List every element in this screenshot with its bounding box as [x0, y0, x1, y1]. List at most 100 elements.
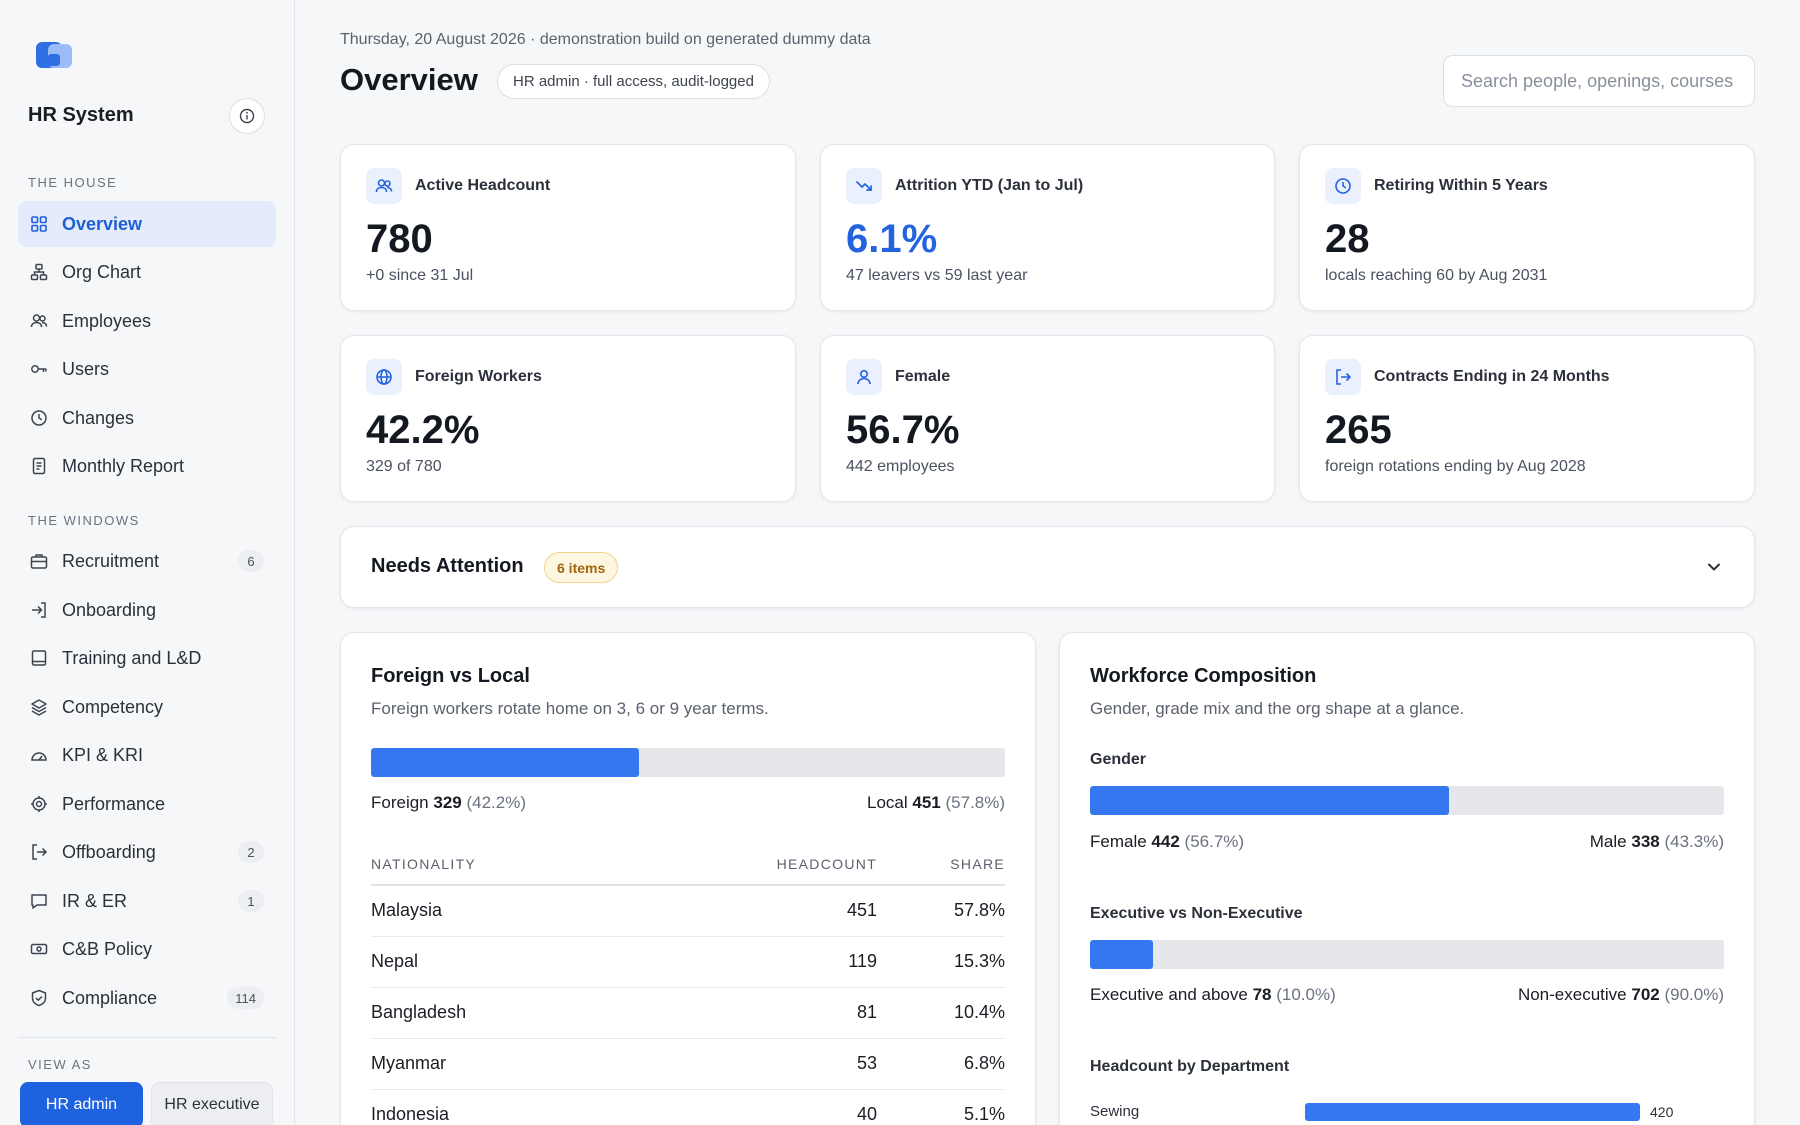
nav-item-org-chart[interactable]: Org Chart — [18, 249, 276, 295]
nav-item-offboarding[interactable]: Offboarding 2 — [18, 829, 276, 875]
column-header[interactable]: HEADCOUNT — [671, 843, 877, 886]
table-row[interactable]: Myanmar 53 6.8% — [371, 1038, 1005, 1090]
foreign-local-bar — [371, 748, 1005, 777]
kpi-subtext: foreign rotations ending by Aug 2028 — [1325, 458, 1586, 475]
sidebar: HR System THE HOUSE Overview Org Chart E… — [0, 0, 295, 1125]
table-row[interactable]: Indonesia 40 5.1% — [371, 1089, 1005, 1125]
book-icon — [30, 649, 48, 667]
count-badge: 2 — [238, 841, 264, 863]
column-header[interactable]: SHARE — [877, 843, 1005, 886]
nav-label: Overview — [62, 213, 143, 234]
needs-attention-panel[interactable]: Needs Attention 6 items — [340, 526, 1755, 608]
nav-label: Onboarding — [62, 599, 157, 620]
panel-title: Workforce Composition — [1090, 665, 1317, 687]
table-row[interactable]: Bangladesh 81 10.4% — [371, 987, 1005, 1039]
info-icon — [239, 108, 255, 124]
nav-label: Users — [62, 358, 110, 379]
nav-item-ir-er[interactable]: IR & ER 1 — [18, 878, 276, 924]
kpi-subtext: 442 employees — [846, 458, 955, 475]
table-row[interactable]: Malaysia 451 57.8% — [371, 885, 1005, 937]
info-button[interactable] — [229, 98, 265, 134]
nav-item-competency[interactable]: Competency — [18, 684, 276, 730]
role-pill: HR admin · full access, audit-logged — [497, 64, 770, 99]
sign-out-icon — [1325, 359, 1361, 395]
table-header-row: NATIONALITY HEADCOUNT SHARE — [371, 843, 1005, 886]
nav-item-users[interactable]: Users — [18, 346, 276, 392]
clock-icon — [1325, 168, 1361, 204]
nav-label: Training and L&D — [62, 647, 202, 668]
workforce-composition-panel: Workforce Composition Gender, grade mix … — [1059, 632, 1755, 1125]
kpi-subtext: 329 of 780 — [366, 458, 442, 475]
attention-count-badge: 6 items — [544, 552, 619, 583]
view-as-hr-executive-button[interactable]: HR executive — [151, 1082, 273, 1125]
nav-item-training[interactable]: Training and L&D — [18, 635, 276, 681]
briefcase-icon — [30, 552, 48, 570]
chevron-down-icon[interactable] — [1704, 557, 1724, 577]
kpi-card-retiring[interactable]: Retiring Within 5 Years 28 locals reachi… — [1299, 144, 1755, 311]
kpi-label: Active Headcount — [415, 177, 551, 194]
view-as-hr-admin-button[interactable]: HR admin — [20, 1082, 143, 1125]
nav-item-cb-policy[interactable]: C&B Policy — [18, 926, 276, 972]
app-logo — [36, 40, 76, 76]
kpi-subtext: +0 since 31 Jul — [366, 267, 474, 284]
person-icon — [846, 359, 882, 395]
column-header[interactable]: NATIONALITY — [371, 843, 671, 886]
nav-item-employees[interactable]: Employees — [18, 298, 276, 344]
panel-subtitle: Gender, grade mix and the org shape at a… — [1090, 699, 1465, 718]
sidebar-divider — [18, 1037, 276, 1038]
nav-label: Offboarding — [62, 841, 156, 862]
kpi-label: Attrition YTD (Jan to Jul) — [895, 177, 1084, 194]
kpi-value: 780 — [366, 217, 433, 261]
sign-in-icon — [30, 601, 48, 619]
nav-item-compliance[interactable]: Compliance 114 — [18, 975, 276, 1021]
foreign-legend: Foreign 329 (42.2%) — [371, 793, 527, 812]
kpi-value: 28 — [1325, 217, 1370, 261]
kpi-card-contracts-ending[interactable]: Contracts Ending in 24 Months 265 foreig… — [1299, 335, 1755, 502]
nav-label: Monthly Report — [62, 455, 185, 476]
nav-label: Competency — [62, 696, 164, 717]
trend-down-icon — [846, 168, 882, 204]
nav-item-overview[interactable]: Overview — [18, 201, 276, 247]
nav-label: Org Chart — [62, 261, 142, 282]
nav-item-performance[interactable]: Performance — [18, 781, 276, 827]
table-row[interactable]: Nepal 119 15.3% — [371, 936, 1005, 988]
panel-title: Foreign vs Local — [371, 665, 530, 687]
kpi-card-attrition[interactable]: Attrition YTD (Jan to Jul) 6.1% 47 leave… — [820, 144, 1275, 311]
executive-bar-fill — [1090, 940, 1154, 969]
nav-item-monthly-report[interactable]: Monthly Report — [18, 443, 276, 489]
shield-icon — [30, 989, 48, 1007]
kpi-subtext: locals reaching 60 by Aug 2031 — [1325, 267, 1548, 284]
department-value: 420 — [1650, 1104, 1674, 1120]
foreign-bar-fill — [371, 748, 639, 777]
kpi-value: 265 — [1325, 408, 1392, 452]
kpi-subtext: 47 leavers vs 59 last year — [846, 267, 1028, 284]
male-legend: Male 338 (43.3%) — [1589, 832, 1724, 851]
section-label-the-windows: THE WINDOWS — [28, 513, 140, 528]
sign-out-icon — [30, 843, 48, 861]
nav-item-onboarding[interactable]: Onboarding — [18, 587, 276, 633]
kpi-card-active-headcount[interactable]: Active Headcount 780 +0 since 31 Jul — [340, 144, 796, 311]
gauge-icon — [30, 746, 48, 764]
search-input[interactable] — [1443, 55, 1755, 107]
nav-item-kpi-kri[interactable]: KPI & KRI — [18, 732, 276, 778]
layers-icon — [30, 698, 48, 716]
department-label: Sewing — [1090, 1103, 1140, 1120]
people-icon — [30, 312, 48, 330]
kpi-value: 56.7% — [846, 408, 960, 452]
kpi-card-foreign-workers[interactable]: Foreign Workers 42.2% 329 of 780 — [340, 335, 796, 502]
nationality-table: NATIONALITY HEADCOUNT SHARE Malaysia 451 5… — [371, 843, 1005, 1125]
kpi-value: 6.1% — [846, 217, 938, 261]
section-label-view-as: VIEW AS — [28, 1057, 92, 1072]
count-badge: 1 — [238, 890, 264, 912]
date-line: Thursday, 20 August 2026 · demonstration… — [340, 31, 871, 48]
nav-label: Changes — [62, 407, 135, 428]
nav-item-changes[interactable]: Changes — [18, 395, 276, 441]
non-executive-legend: Non-executive 702 (90.0%) — [1517, 985, 1724, 1004]
female-legend: Female 442 (56.7%) — [1090, 832, 1245, 851]
nav-item-recruitment[interactable]: Recruitment 6 — [18, 538, 276, 584]
nav-label: Compliance — [62, 987, 158, 1008]
page-title: Overview — [340, 62, 478, 97]
kpi-label: Contracts Ending in 24 Months — [1374, 368, 1610, 385]
kpi-card-female[interactable]: Female 56.7% 442 employees — [820, 335, 1275, 502]
nav-label: Recruitment — [62, 550, 160, 571]
